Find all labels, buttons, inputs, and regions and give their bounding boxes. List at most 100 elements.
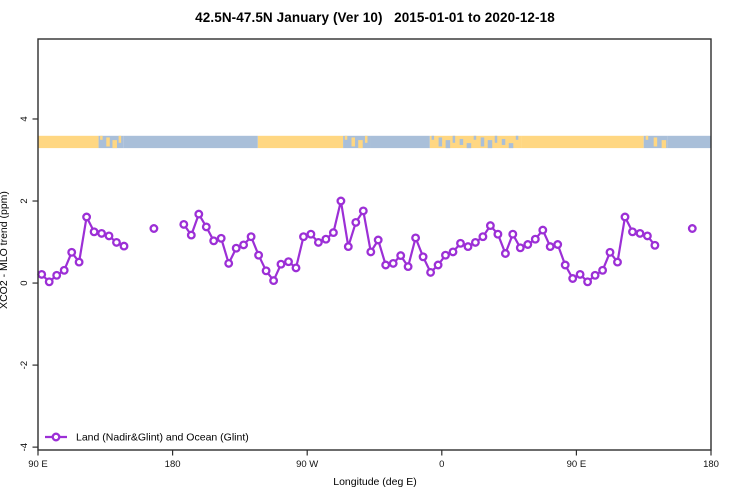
data-point-marker xyxy=(186,230,196,240)
data-point-marker xyxy=(97,228,107,238)
data-point-marker xyxy=(291,263,301,273)
legend-label: Land (Nadir&Glint) and Ocean (Glint) xyxy=(76,432,249,444)
data-point-marker xyxy=(687,224,697,233)
band-speckle xyxy=(112,140,117,149)
data-point-marker xyxy=(605,247,615,257)
data-point-marker xyxy=(313,237,323,247)
band-segment-land xyxy=(257,135,344,149)
y-tick-label: 4 xyxy=(19,116,30,121)
data-point-marker xyxy=(396,251,406,261)
data-point-marker xyxy=(568,274,578,283)
data-point-marker xyxy=(328,228,338,238)
data-point-marker xyxy=(433,260,443,270)
band-speckle xyxy=(515,135,519,140)
data-point-marker xyxy=(485,221,495,231)
y-tick-label: 2 xyxy=(19,198,30,203)
data-point-marker xyxy=(478,232,488,242)
data-point-marker xyxy=(560,260,570,270)
band-speckle xyxy=(452,135,456,143)
data-point-marker xyxy=(538,225,548,235)
band-speckle xyxy=(466,143,472,149)
plot-box xyxy=(37,38,712,451)
band-segment-mixed xyxy=(429,135,522,149)
x-tick-label: 90 E xyxy=(567,459,587,470)
data-point-marker xyxy=(59,265,69,275)
data-point-marker xyxy=(426,267,436,277)
band-segment-ocean xyxy=(667,135,711,149)
data-point-marker xyxy=(456,238,465,248)
data-point-marker xyxy=(493,229,503,239)
data-point-marker xyxy=(530,234,540,244)
data-point-marker xyxy=(74,257,84,267)
data-point-marker xyxy=(104,231,114,241)
data-point-marker xyxy=(246,232,256,242)
data-point-marker xyxy=(373,235,383,245)
data-point-marker xyxy=(500,249,510,258)
data-point-marker xyxy=(523,240,533,249)
x-tick-label: 180 xyxy=(165,459,181,470)
band-speckle xyxy=(364,135,368,143)
data-point-marker xyxy=(545,242,555,252)
band-speckle xyxy=(487,140,493,149)
data-point-marker xyxy=(52,270,62,280)
data-line xyxy=(182,199,657,283)
band-speckle xyxy=(501,138,506,145)
band-speckle xyxy=(438,137,443,147)
band-speckle xyxy=(645,135,649,140)
data-point-marker xyxy=(284,257,293,267)
legend-marker-sample xyxy=(51,432,61,442)
data-point-marker xyxy=(254,250,264,260)
data-point-marker xyxy=(620,212,630,222)
band-speckle xyxy=(100,135,103,140)
band-speckle xyxy=(494,135,498,143)
data-point-marker xyxy=(403,262,413,272)
band-speckle xyxy=(459,138,464,145)
data-point-marker xyxy=(299,232,308,242)
band-speckle xyxy=(344,135,348,140)
x-tick-label: 180 xyxy=(703,459,719,470)
data-point-marker xyxy=(448,247,458,257)
band-speckle xyxy=(358,140,363,149)
data-point-marker xyxy=(336,196,346,206)
data-point-marker xyxy=(343,242,353,252)
data-point-marker xyxy=(306,229,316,239)
data-point-marker xyxy=(44,277,54,287)
data-point-marker xyxy=(276,259,286,269)
y-axis-title: XCO2 - MLO trend (ppm) xyxy=(0,191,10,309)
data-point-marker xyxy=(239,240,249,250)
y-tick-label: 0 xyxy=(19,280,30,285)
band-speckle xyxy=(351,137,356,147)
data-point-marker xyxy=(82,212,92,222)
data-point-marker xyxy=(149,224,159,233)
y-tick-label: -4 xyxy=(19,443,30,451)
data-point-marker xyxy=(463,242,473,252)
x-tick-label: 90 E xyxy=(28,459,48,470)
data-point-marker xyxy=(583,277,593,287)
band-speckle xyxy=(508,143,514,149)
data-point-marker xyxy=(209,236,219,246)
data-point-marker xyxy=(112,237,121,247)
data-point-marker xyxy=(67,247,77,257)
data-point-marker xyxy=(201,222,211,232)
band-segment-ocean xyxy=(370,135,430,149)
data-point-marker xyxy=(470,237,480,247)
data-point-marker xyxy=(388,258,398,268)
band-speckle xyxy=(431,135,435,140)
data-point-marker xyxy=(628,227,637,237)
band-speckle xyxy=(661,140,667,149)
chart-title: 42.5N-47.5N January (Ver 10) 2015-01-01 … xyxy=(195,10,555,25)
data-point-marker xyxy=(613,257,622,267)
data-point-marker xyxy=(515,243,525,253)
data-point-marker xyxy=(411,233,421,243)
band-speckle xyxy=(445,140,451,149)
band-speckle xyxy=(106,137,110,147)
data-point-marker xyxy=(321,234,331,244)
data-point-marker xyxy=(418,252,428,262)
band-segment-mixed xyxy=(98,135,124,149)
band-segment-mixed xyxy=(343,135,371,149)
data-point-marker xyxy=(441,250,450,260)
band-segment-land xyxy=(38,135,99,149)
y-tick-label: -2 xyxy=(19,361,30,369)
data-point-marker xyxy=(650,240,660,250)
